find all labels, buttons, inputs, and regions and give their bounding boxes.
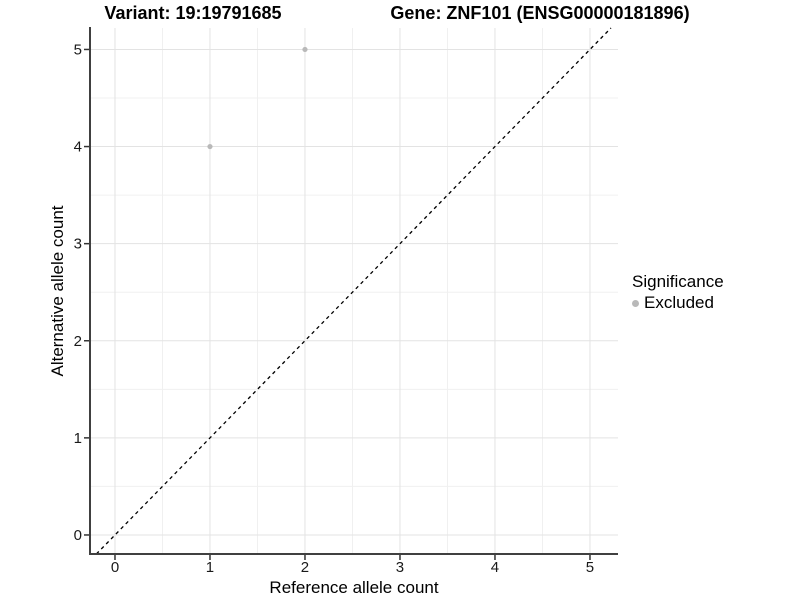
x-tick-label: 2 xyxy=(301,559,309,576)
x-tick-label: 1 xyxy=(206,559,214,576)
x-tick-label: 0 xyxy=(111,559,119,576)
data-point xyxy=(302,46,308,53)
legend-title: Significance xyxy=(632,272,724,291)
y-tick-label: 1 xyxy=(74,430,82,447)
legend-item: Excluded xyxy=(632,293,724,313)
gene-title: Gene: ZNF101 (ENSG00000181896) xyxy=(390,3,690,23)
y-tick-label: 4 xyxy=(74,139,82,156)
y-tick-label: 5 xyxy=(74,41,82,58)
legend-item-label: Excluded xyxy=(644,293,714,312)
y-tick-label: 0 xyxy=(74,527,82,544)
x-tick-label: 4 xyxy=(491,559,499,576)
identity-line xyxy=(95,27,612,555)
variant-title: Variant: 19:19791685 xyxy=(104,3,282,23)
x-tick-label: 3 xyxy=(396,559,404,576)
y-axis-title: Alternative allele count xyxy=(48,205,67,377)
legend-point-icon xyxy=(632,299,639,307)
x-axis-title: Reference allele count xyxy=(269,578,439,597)
data-point xyxy=(207,143,213,150)
y-tick-label: 3 xyxy=(74,236,82,253)
legend: Significance Excluded xyxy=(632,272,724,313)
x-tick-label: 5 xyxy=(586,559,594,576)
y-tick-label: 2 xyxy=(74,333,82,350)
